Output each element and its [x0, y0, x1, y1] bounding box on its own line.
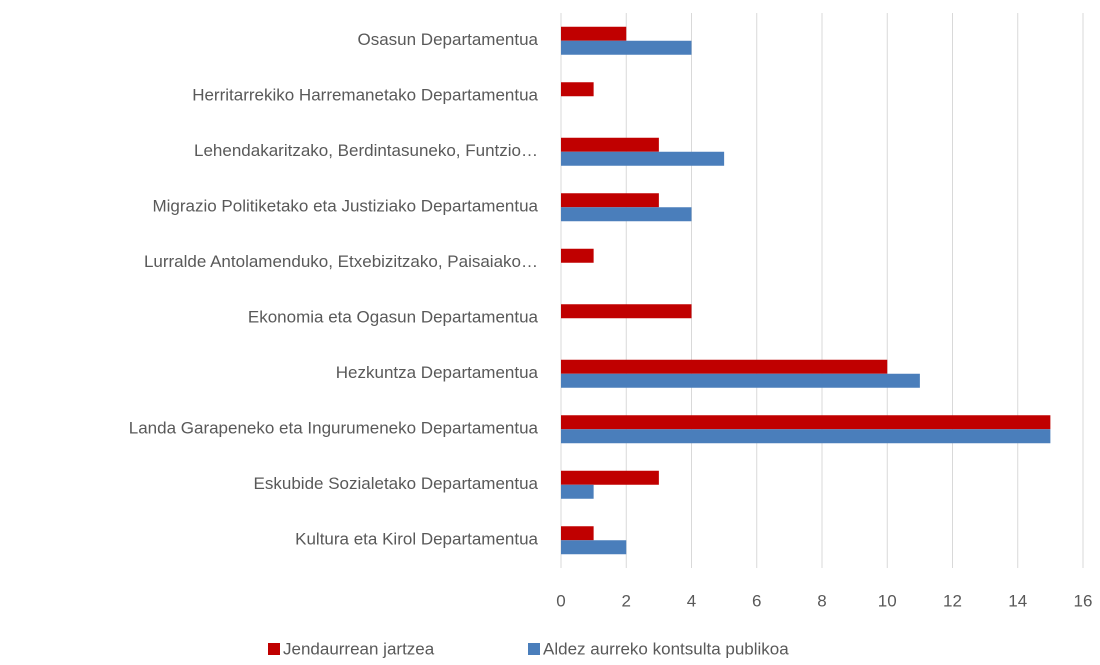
- legend-label: Aldez aurreko kontsulta publikoa: [543, 639, 789, 658]
- bar: [561, 207, 692, 222]
- bar: [561, 526, 594, 541]
- legend-label: Jendaurrean jartzea: [283, 639, 435, 658]
- x-tick-label: 6: [752, 591, 761, 610]
- bar: [561, 484, 594, 499]
- x-tick-label: 4: [687, 591, 696, 610]
- y-tick-label: Eskubide Sozialetako Departamentua: [254, 474, 539, 493]
- x-tick-label: 16: [1074, 591, 1093, 610]
- y-tick-label: Hezkuntza Departamentua: [336, 363, 539, 382]
- bar: [561, 304, 692, 319]
- x-tick-label: 10: [878, 591, 897, 610]
- bar: [561, 248, 594, 263]
- y-tick-label: Migrazio Politiketako eta Justiziako Dep…: [152, 197, 538, 216]
- bar: [561, 359, 888, 374]
- legend-swatch: [268, 643, 280, 655]
- bar: [561, 470, 659, 485]
- x-tick-label: 12: [943, 591, 962, 610]
- bar: [561, 40, 692, 55]
- bar: [561, 429, 1051, 444]
- bar: [561, 82, 594, 97]
- bar: [561, 151, 725, 166]
- y-tick-label: Lurralde Antolamenduko, Etxebizitzako, P…: [144, 252, 538, 271]
- y-tick-label: Ekonomia eta Ogasun Departamentua: [248, 308, 539, 327]
- x-tick-label: 0: [556, 591, 565, 610]
- bar: [561, 373, 920, 388]
- y-tick-label: Osasun Departamentua: [358, 30, 539, 49]
- y-tick-label: Herritarrekiko Harremanetako Departament…: [192, 86, 538, 105]
- x-tick-label: 8: [817, 591, 826, 610]
- x-tick-label: 14: [1008, 591, 1027, 610]
- y-tick-label: Landa Garapeneko eta Ingurumeneko Depart…: [129, 419, 539, 438]
- bar: [561, 26, 627, 41]
- y-tick-label: Lehendakaritzako, Berdintasuneko, Funtzi…: [194, 141, 538, 160]
- x-tick-label: 2: [622, 591, 631, 610]
- bar: [561, 193, 659, 208]
- bar: [561, 137, 659, 152]
- bar: [561, 415, 1051, 430]
- legend-swatch: [528, 643, 540, 655]
- bar: [561, 540, 627, 555]
- y-tick-label: Kultura eta Kirol Departamentua: [295, 530, 538, 549]
